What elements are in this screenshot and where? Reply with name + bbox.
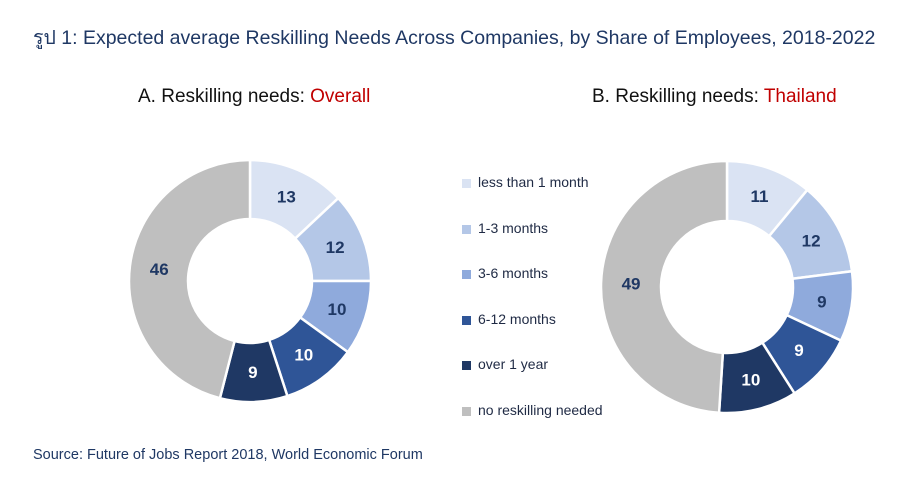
donut-slice <box>218 338 289 404</box>
chart-a-title-highlight: Overall <box>310 86 371 107</box>
slice-value-label: 13 <box>277 188 296 207</box>
slice-value-label: 9 <box>794 341 803 360</box>
slice-value-label: 9 <box>248 363 257 382</box>
legend-label: 3-6 months <box>478 265 549 281</box>
legend-swatch <box>462 361 471 370</box>
chart-a-title-prefix: A. Reskilling needs: <box>138 86 311 107</box>
legend-swatch <box>462 179 471 188</box>
legend-label: less than 1 month <box>478 174 589 190</box>
legend-label: no reskilling needed <box>478 401 603 418</box>
legend-swatch <box>462 270 471 279</box>
chart-b-title: B. Reskilling needs: Thailand <box>592 86 837 108</box>
chart-b-title-highlight: Thailand <box>763 86 837 107</box>
donut-slice <box>248 158 340 241</box>
donut-slice <box>267 315 350 398</box>
slice-value-label: 46 <box>150 260 169 279</box>
donut-slice <box>293 196 373 283</box>
donut-slice <box>717 341 797 415</box>
chart-a-title: A. Reskilling needs: Overall <box>138 86 370 108</box>
slice-value-label: 49 <box>622 274 641 293</box>
donut-slice <box>767 188 854 281</box>
donut-slice <box>725 159 810 238</box>
slice-value-label: 9 <box>817 293 826 312</box>
legend-swatch <box>462 406 471 416</box>
slice-value-label: 12 <box>802 231 821 250</box>
slice-value-label: 10 <box>328 300 347 319</box>
legend-swatch <box>462 315 471 325</box>
donut-slice <box>298 279 373 354</box>
donut-slice <box>760 313 843 396</box>
legend-swatch <box>462 224 471 234</box>
legend-label: 6-12 months <box>478 310 556 327</box>
page-title: รูป 1: Expected average Reskilling Needs… <box>33 27 876 49</box>
legend-label: over 1 year <box>478 356 549 372</box>
slice-value-label: 10 <box>741 370 760 389</box>
donut-slice <box>127 158 252 400</box>
slice-value-label: 12 <box>326 238 345 257</box>
slice-value-label: 10 <box>294 346 313 365</box>
source-note: Source: Future of Jobs Report 2018, Worl… <box>33 447 423 463</box>
legend-label: 1-3 months <box>478 219 549 236</box>
slice-value-label: 11 <box>751 187 769 206</box>
donut-slice <box>785 269 855 343</box>
donut-slice <box>599 159 729 415</box>
chart-b-title-prefix: B. Reskilling needs: <box>592 86 764 107</box>
